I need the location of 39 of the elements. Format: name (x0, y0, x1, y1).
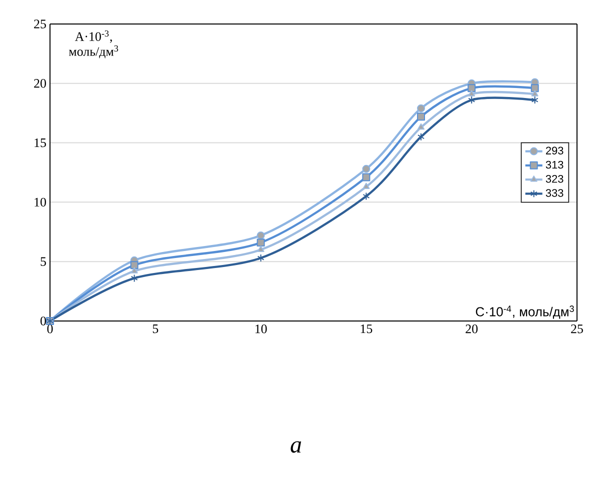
point (417, 132, 425, 141)
y-tick-label: 20 (34, 79, 46, 88)
y-tick-label: 10 (34, 198, 46, 207)
point (417, 112, 426, 121)
x-tick-label: 25 (571, 324, 583, 334)
text: a (290, 441, 302, 453)
point (468, 96, 476, 104)
point (257, 254, 264, 262)
x-tick-label: 5 (152, 324, 158, 334)
point (468, 84, 476, 92)
point (362, 164, 370, 173)
point (417, 104, 426, 112)
point (130, 274, 138, 282)
x-tick-label: 15 (360, 324, 372, 334)
point (256, 238, 265, 247)
x-tick-label: 20 (466, 324, 478, 334)
legend-label: 333 (546, 189, 564, 197)
point (257, 246, 264, 252)
point (130, 261, 138, 270)
y-tick-label: 15 (34, 138, 46, 148)
point (417, 123, 425, 130)
point (530, 84, 539, 92)
y-tick-label: 0 (40, 316, 46, 326)
y-tick-label: 5 (40, 257, 46, 266)
y-axis-title: A·10$^{-3}$, моль/дм$^{3}$ (68, 30, 118, 58)
point (531, 90, 538, 96)
x-tick-label: 10 (255, 324, 267, 334)
point (362, 182, 370, 189)
point (362, 173, 370, 182)
point (468, 90, 476, 96)
legend-label: 293 (546, 146, 564, 154)
point (256, 231, 265, 240)
legend-label: 323 (546, 174, 564, 183)
legend-label: 313 (546, 160, 564, 169)
x-axis-title: C·10$^{-4}$, моль/дм$^{3}$ (476, 306, 574, 319)
point (531, 96, 538, 104)
point (130, 267, 138, 274)
y-tick-label: 25 (34, 20, 46, 28)
point (362, 192, 370, 200)
